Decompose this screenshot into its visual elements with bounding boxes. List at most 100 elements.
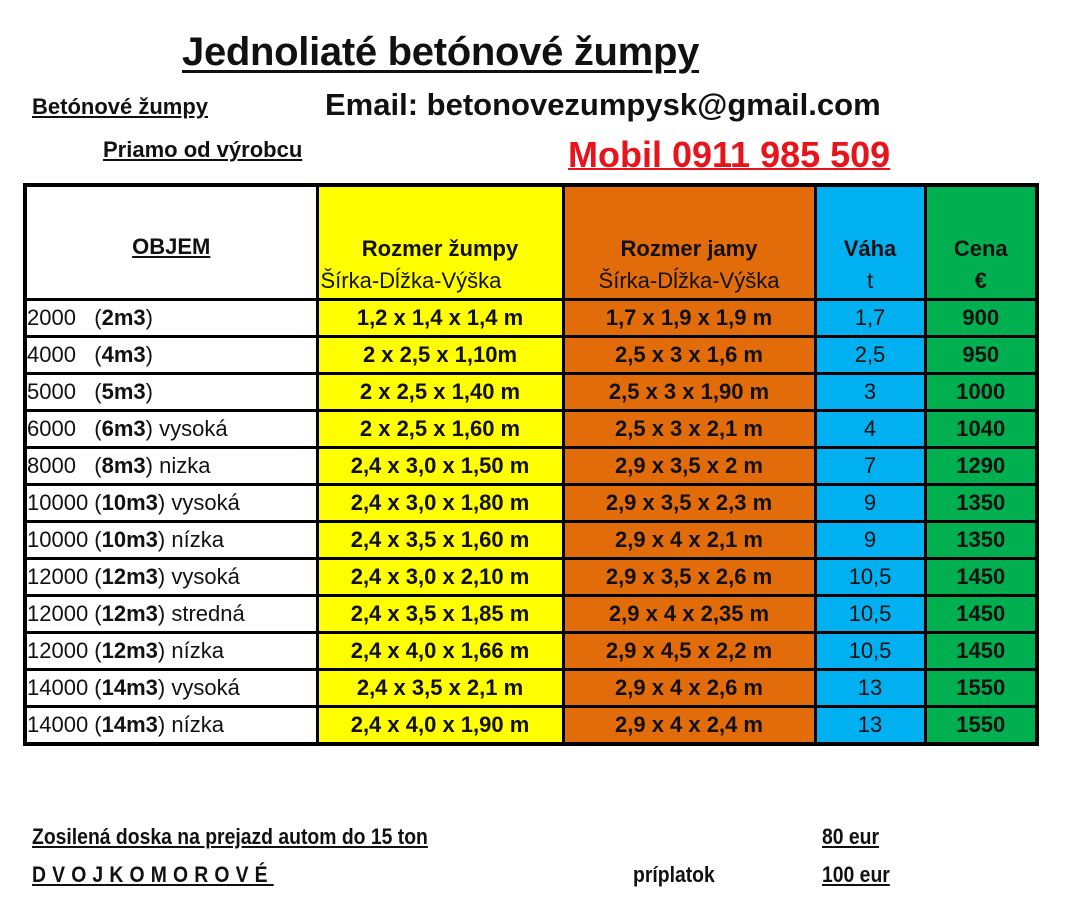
- contact-mobile: Mobil 0911 985 509: [568, 134, 891, 175]
- header-price: Cena €: [923, 183, 1039, 301]
- volume-liters: 14000: [27, 675, 89, 700]
- volume-m3: 5m3: [101, 379, 146, 404]
- volume-m3: 14m3: [101, 675, 158, 700]
- volume-suffix: ) vysoká: [145, 416, 228, 441]
- volume-gap: (: [75, 305, 102, 330]
- cell-pit-size: 2,9 x 4 x 2,6 m: [561, 668, 817, 708]
- volume-liters: 10000: [27, 527, 89, 552]
- volume-liters: 12000: [27, 601, 89, 626]
- cell-price: 1450: [923, 631, 1039, 671]
- volume-liters: 5000: [27, 379, 76, 404]
- cell-weight: 2,5: [813, 335, 927, 375]
- volume-gap: (: [88, 601, 102, 626]
- cell-volume: 12000 (12m3) vysoká: [23, 557, 319, 597]
- cell-price: 1550: [923, 668, 1039, 708]
- volume-suffix: ) vysoká: [157, 490, 240, 515]
- cell-pit-size: 2,9 x 4,5 x 2,2 m: [561, 631, 817, 671]
- volume-liters: 10000: [27, 490, 89, 515]
- header-volume: OBJEM: [23, 183, 319, 301]
- reinforced-slab-label: Zosilená doska na prejazd autom do 15 to…: [32, 824, 428, 849]
- cell-volume: 10000 (10m3) nízka: [23, 520, 319, 560]
- header-tank-size: Rozmer žumpy Šírka-Dĺžka-Výška: [315, 183, 565, 301]
- volume-gap: (: [75, 453, 102, 478]
- cell-tank-size: 2,4 x 4,0 x 1,90 m: [315, 705, 565, 746]
- volume-gap: (: [88, 712, 102, 737]
- cell-tank-size: 2,4 x 3,0 x 1,80 m: [315, 483, 565, 523]
- subtitle-from-manufacturer: Priamo od výrobcu: [103, 137, 303, 162]
- volume-gap: (: [88, 675, 102, 700]
- cell-volume: 14000 (14m3) nízka: [23, 705, 319, 746]
- cell-volume: 4000 (4m3): [23, 335, 319, 375]
- cell-pit-size: 2,5 x 3 x 2,1 m: [561, 409, 817, 449]
- cell-price: 1450: [923, 594, 1039, 634]
- volume-gap: (: [75, 342, 102, 367]
- cell-volume: 8000 (8m3) nizka: [23, 446, 319, 486]
- table-row: 8000 (8m3) nizka 2,4 x 3,0 x 1,50 m 2,9 x …: [23, 446, 1039, 486]
- table-row: 2000 (2m3) 1,2 x 1,4 x 1,4 m 1,7 x 1,9 x 1…: [23, 298, 1039, 338]
- table-row: 10000 (10m3) vysoká 2,4 x 3,0 x 1,80 m 2,9…: [23, 483, 1039, 523]
- volume-m3: 12m3: [101, 601, 158, 626]
- cell-pit-size: 2,9 x 4 x 2,35 m: [561, 594, 817, 634]
- volume-m3: 10m3: [101, 527, 158, 552]
- cell-volume: 6000 (6m3) vysoká: [23, 409, 319, 449]
- cell-weight: 10,5: [813, 631, 927, 671]
- price-table: OBJEM Rozmer žumpy Šírka-Dĺžka-Výška Roz…: [23, 183, 1039, 746]
- double-chamber-label: DVOJKOMOROVÉ: [32, 862, 274, 887]
- cell-pit-size: 2,5 x 3 x 1,90 m: [561, 372, 817, 412]
- volume-suffix: ) nízka: [157, 712, 224, 737]
- cell-price: 1290: [923, 446, 1039, 486]
- cell-tank-size: 2,4 x 3,5 x 1,85 m: [315, 594, 565, 634]
- page-title: Jednoliaté betónové žumpy: [182, 30, 700, 74]
- cell-price: 1350: [923, 483, 1039, 523]
- volume-liters: 6000: [27, 416, 76, 441]
- volume-gap: (: [88, 527, 102, 552]
- header-weight-label: Váha: [843, 236, 897, 261]
- volume-m3: 2m3: [101, 305, 146, 330]
- volume-m3: 6m3: [101, 416, 146, 441]
- table-row: 5000 (5m3) 2 x 2,5 x 1,40 m 2,5 x 3 x 1,90…: [23, 372, 1039, 412]
- subtitle-concrete-tanks: Betónové žumpy: [32, 94, 209, 119]
- cell-volume: 12000 (12m3) nízka: [23, 631, 319, 671]
- cell-pit-size: 2,9 x 4 x 2,4 m: [561, 705, 817, 746]
- volume-suffix: ): [145, 342, 153, 367]
- table-row: 10000 (10m3) nízka 2,4 x 3,5 x 1,60 m 2,9 …: [23, 520, 1039, 560]
- header-pit-size: Rozmer jamy Šírka-Dĺžka-Výška: [561, 183, 817, 301]
- header-price-label: Cena: [953, 236, 1008, 261]
- table-row: 12000 (12m3) stredná 2,4 x 3,5 x 1,85 m 2,…: [23, 594, 1039, 634]
- cell-price: 1000: [923, 372, 1039, 412]
- volume-liters: 14000: [27, 712, 89, 737]
- volume-m3: 8m3: [101, 453, 146, 478]
- volume-m3: 12m3: [101, 564, 158, 589]
- cell-price: 950: [923, 335, 1039, 375]
- volume-suffix: ) stredná: [157, 601, 245, 626]
- cell-pit-size: 2,9 x 4 x 2,1 m: [561, 520, 817, 560]
- cell-tank-size: 2,4 x 3,0 x 2,10 m: [315, 557, 565, 597]
- cell-weight: 3: [813, 372, 927, 412]
- double-chamber-price: 100 eur: [822, 862, 890, 887]
- cell-pit-size: 2,9 x 3,5 x 2,6 m: [561, 557, 817, 597]
- volume-m3: 14m3: [101, 712, 158, 737]
- table-row: 6000 (6m3) vysoká 2 x 2,5 x 1,60 m 2,5 x 3…: [23, 409, 1039, 449]
- cell-price: 1040: [923, 409, 1039, 449]
- cell-tank-size: 2,4 x 4,0 x 1,66 m: [315, 631, 565, 671]
- volume-m3: 10m3: [101, 490, 158, 515]
- cell-price: 1450: [923, 557, 1039, 597]
- cell-pit-size: 1,7 x 1,9 x 1,9 m: [561, 298, 817, 338]
- volume-liters: 12000: [27, 564, 89, 589]
- header-pit-size-dims: Šírka-Dĺžka-Výška: [598, 268, 780, 293]
- cell-volume: 14000 (14m3) vysoká: [23, 668, 319, 708]
- reinforced-slab-price: 80 eur: [822, 824, 880, 849]
- cell-price: 900: [923, 298, 1039, 338]
- header-weight: Váha t: [813, 183, 927, 301]
- volume-liters: 4000: [27, 342, 76, 367]
- cell-tank-size: 1,2 x 1,4 x 1,4 m: [315, 298, 565, 338]
- cell-tank-size: 2 x 2,5 x 1,10m: [315, 335, 565, 375]
- cell-volume: 12000 (12m3) stredná: [23, 594, 319, 634]
- cell-volume: 5000 (5m3): [23, 372, 319, 412]
- cell-weight: 7: [813, 446, 927, 486]
- volume-liters: 12000: [27, 638, 89, 663]
- cell-weight: 9: [813, 520, 927, 560]
- volume-suffix: ) vysoká: [157, 564, 240, 589]
- volume-gap: (: [88, 564, 102, 589]
- volume-liters: 2000: [27, 305, 76, 330]
